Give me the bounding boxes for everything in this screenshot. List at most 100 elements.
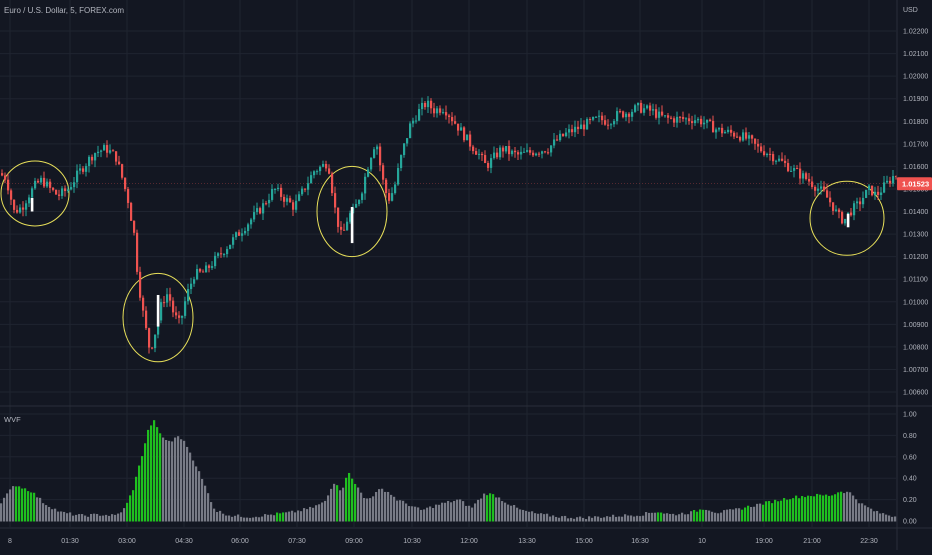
candle-up — [697, 118, 700, 121]
candle-down — [13, 199, 16, 210]
wvf-bar — [735, 508, 738, 522]
candle-down — [544, 151, 547, 153]
wvf-bar-high — [744, 507, 747, 522]
candle-up — [271, 188, 274, 200]
candle-down — [709, 119, 712, 121]
candle-down — [133, 220, 136, 233]
wvf-bar — [207, 493, 210, 522]
wvf-bar — [75, 514, 78, 522]
candle-down — [484, 155, 487, 163]
candle-up — [886, 180, 889, 183]
wvf-bar — [363, 497, 366, 522]
candle-up — [505, 146, 508, 152]
price-axis[interactable]: 1.02200 1.02100 1.02000 1.01900 1.01800 1.017… — [903, 29, 928, 397]
candle-down — [760, 146, 763, 152]
wvf-bar — [690, 511, 693, 522]
candle-down — [763, 151, 766, 156]
candle-up — [694, 120, 697, 124]
candle-down — [439, 108, 442, 113]
candle-up — [217, 253, 220, 256]
price-candles[interactable] — [1, 96, 898, 354]
candle-down — [331, 173, 334, 194]
wvf-bar — [483, 493, 486, 522]
wvf-bar — [246, 517, 249, 522]
wvf-bar — [96, 513, 99, 522]
wvf-bar — [204, 485, 207, 522]
wvf-axis[interactable]: 1.00 0.80 0.60 0.40 0.20 0.00 — [903, 412, 917, 526]
candle-up — [70, 187, 73, 190]
candle-up — [394, 184, 397, 194]
price-tick-label: 1.02000 — [903, 74, 928, 81]
wvf-bar — [648, 512, 651, 522]
wvf-bar — [180, 439, 183, 522]
wvf-bar-high — [786, 499, 789, 522]
candle-down — [121, 164, 124, 178]
candle-up — [307, 183, 310, 190]
candle-up — [19, 207, 22, 213]
wvf-bar — [57, 511, 60, 522]
time-axis[interactable]: 8 01:30 03:00 04:30 06:00 07:30 09:00 10:30 12:0… — [8, 538, 878, 545]
signal-circle — [809, 180, 885, 256]
wvf-bar — [888, 515, 891, 522]
wvf-bar-high — [24, 488, 27, 522]
wvf-bar — [555, 516, 558, 522]
wvf-bar — [438, 504, 441, 522]
price-tick-label: 1.00800 — [903, 344, 928, 351]
candle-down — [7, 179, 10, 191]
wvf-bar — [651, 512, 654, 522]
wvf-bar-high — [660, 512, 663, 522]
wvf-bar — [498, 497, 501, 522]
candle-up — [748, 135, 751, 139]
candle-down — [877, 191, 880, 195]
candle-down — [43, 177, 46, 187]
wvf-bar — [684, 514, 687, 522]
wvf-bar-high — [804, 497, 807, 522]
candle-down — [712, 120, 715, 133]
candle-up — [442, 112, 445, 114]
candle-down — [481, 153, 484, 156]
time-tick-label: 10 — [698, 538, 706, 545]
price-tick-label: 1.01400 — [903, 209, 928, 216]
candle-up — [652, 109, 655, 111]
candle-up — [193, 279, 196, 284]
candle-up — [820, 186, 823, 189]
candle-up — [658, 111, 661, 118]
candle-up — [211, 266, 214, 268]
wvf-histogram[interactable] — [0, 420, 897, 522]
candle-down — [571, 129, 574, 133]
candle-down — [238, 232, 241, 236]
time-tick-label: 04:30 — [175, 538, 193, 545]
signal-candle — [350, 206, 354, 244]
candle-down — [895, 176, 898, 178]
candle-down — [832, 202, 835, 211]
wvf-bar — [234, 515, 237, 522]
wvf-bar — [3, 497, 6, 522]
candle-up — [421, 102, 424, 110]
wvf-bar — [87, 516, 90, 522]
price-tick-label: 1.01200 — [903, 254, 928, 261]
wvf-bar-high — [159, 433, 162, 522]
candle-down — [841, 212, 844, 224]
wvf-bar — [681, 512, 684, 522]
candle-down — [799, 168, 802, 179]
candle-down — [178, 315, 181, 318]
candle-up — [31, 188, 34, 198]
wvf-tick-label: 0.00 — [903, 519, 917, 526]
candle-up — [397, 168, 400, 185]
candle-up — [40, 177, 43, 183]
wvf-bar — [219, 510, 222, 522]
candle-up — [367, 169, 370, 177]
candle-up — [412, 120, 415, 124]
wvf-bar — [165, 439, 168, 522]
candle-up — [742, 132, 745, 141]
candle-up — [223, 254, 226, 256]
wvf-bar-high — [348, 472, 351, 522]
wvf-bar-high — [30, 492, 33, 522]
wvf-bar — [540, 513, 543, 522]
wvf-bar — [510, 505, 513, 522]
candle-down — [106, 145, 109, 153]
wvf-bar — [411, 506, 414, 522]
wvf-bar — [582, 517, 585, 522]
wvf-bar — [477, 499, 480, 522]
candle-up — [616, 111, 619, 122]
